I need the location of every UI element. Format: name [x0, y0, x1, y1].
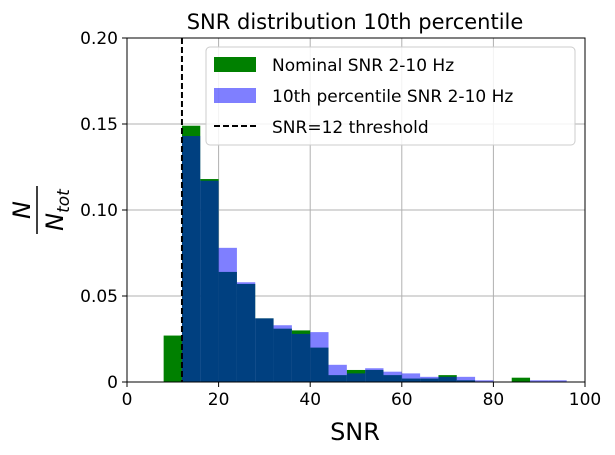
histogram-bar: [163, 335, 182, 382]
legend-label-nominal: Nominal SNR 2-10 Hz: [272, 56, 454, 76]
histogram-bar: [383, 371, 402, 382]
legend-label-10th-percentile: 10th percentile SNR 2-10 Hz: [272, 87, 513, 107]
legend-label-threshold: SNR=12 threshold: [272, 118, 429, 138]
y-tick-label: 0: [107, 373, 118, 393]
y-tick-label: 0.10: [80, 201, 118, 221]
x-tick-label: 20: [208, 390, 230, 410]
y-axis-label-denominator-sub: tot: [54, 188, 74, 213]
y-axis-label: N Ntot: [8, 186, 74, 234]
x-tick-label: 0: [122, 390, 133, 410]
histogram-bar: [346, 373, 366, 382]
histogram-bar: [310, 332, 329, 382]
histogram-bar: [530, 380, 549, 382]
y-axis-ticks: 0 0.05 0.10 0.15 0.20: [80, 29, 127, 393]
histogram-bar: [401, 373, 421, 382]
legend: Nominal SNR 2-10 Hz 10th percentile SNR …: [205, 46, 576, 146]
histogram-bar: [365, 368, 384, 382]
histogram-bar: [181, 136, 201, 382]
series-10th-percentile-bars: [181, 136, 567, 382]
histogram-bar: [438, 376, 457, 382]
x-axis-ticks: 0 20 40 60 80 100: [122, 382, 601, 410]
histogram-bar: [291, 333, 311, 382]
y-tick-label: 0.05: [80, 287, 118, 307]
histogram-bar: [236, 282, 256, 382]
y-axis-label-numerator: N: [8, 201, 36, 219]
histogram-bar: [548, 380, 567, 382]
histogram-bar: [255, 318, 274, 382]
x-tick-label: 60: [391, 390, 413, 410]
y-axis-label-denominator-main: N: [41, 213, 69, 231]
histogram-bar: [420, 376, 439, 382]
histogram-bar: [456, 376, 476, 382]
x-tick-label: 100: [569, 390, 601, 410]
histogram-bar: [218, 247, 237, 382]
histogram-bar: [273, 325, 292, 382]
histogram-bar: [475, 380, 494, 382]
histogram-bar: [200, 180, 219, 382]
y-axis-label-denominator: Ntot: [41, 188, 74, 231]
x-tick-label: 40: [299, 390, 321, 410]
y-tick-label: 0.20: [80, 29, 118, 49]
y-tick-label: 0.15: [80, 115, 118, 135]
histogram-bar: [511, 377, 531, 382]
legend-swatch-10th-percentile: [214, 88, 256, 103]
x-tick-label: 80: [483, 390, 505, 410]
chart-title: SNR distribution 10th percentile: [187, 10, 524, 34]
legend-swatch-nominal: [214, 57, 256, 72]
x-axis-label: SNR: [330, 418, 380, 446]
histogram-bar: [328, 364, 347, 382]
legend-box: [205, 46, 576, 146]
